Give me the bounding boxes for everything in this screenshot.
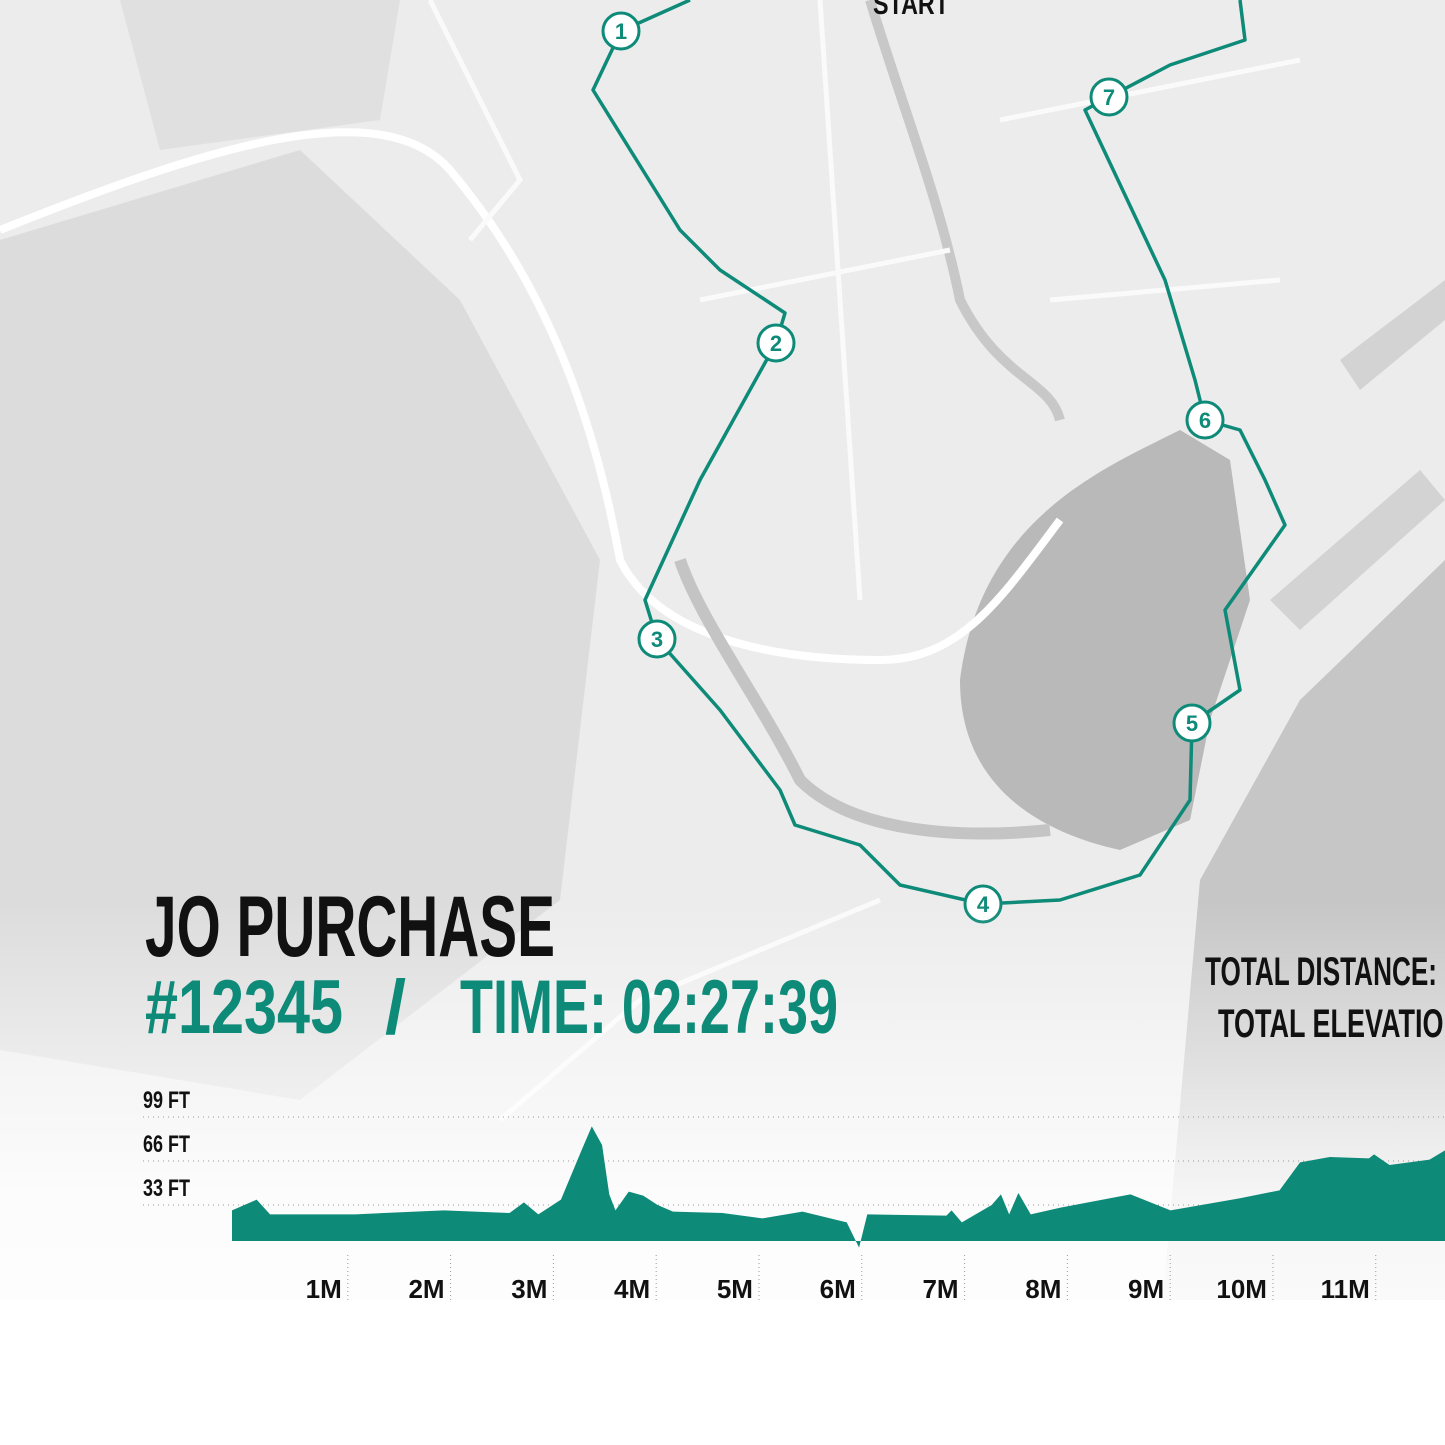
total-elevation: TOTAL ELEVATION	[1218, 1002, 1445, 1046]
x-tick-label: 3M	[511, 1274, 547, 1304]
x-tick-label: 7M	[922, 1274, 958, 1304]
elevation-area	[232, 1126, 1445, 1248]
y-tick-label: 66 FT	[143, 1131, 190, 1158]
x-tick-label: 6M	[820, 1274, 856, 1304]
route-marker	[1089, 77, 1129, 117]
route-marker	[1185, 400, 1225, 440]
route-markers: 1234567	[601, 11, 1225, 924]
x-tick-label: 11M	[1321, 1274, 1370, 1304]
y-tick-label: 99 FT	[143, 1087, 190, 1114]
route-marker	[637, 619, 677, 659]
bib-number: #12345	[145, 965, 343, 1050]
elevation-chart: 33 FT 66 FT 99 FT 1M 2M 3M 4M 5M 6M 7M 8M 9M 10M 11M	[143, 1087, 1445, 1304]
start-label: START	[873, 0, 949, 21]
x-tick-label: 2M	[408, 1274, 444, 1304]
route-marker-label: 7	[1103, 85, 1115, 110]
separator: /	[385, 965, 406, 1050]
x-tick-label: 4M	[614, 1274, 650, 1304]
footer-space	[0, 1300, 1445, 1445]
route-marker	[1172, 703, 1212, 743]
total-distance: TOTAL DISTANCE:	[1205, 950, 1437, 994]
y-tick-label: 33 FT	[143, 1175, 190, 1202]
x-tick-label: 8M	[1025, 1274, 1061, 1304]
route-marker-label: 6	[1199, 408, 1211, 433]
route-marker-label: 1	[615, 19, 627, 44]
runner-name: JO PURCHASE	[145, 879, 555, 975]
route-marker	[601, 11, 641, 51]
x-tick-label: 9M	[1128, 1274, 1164, 1304]
x-tick-label: 10M	[1216, 1274, 1267, 1304]
route-marker-label: 3	[651, 627, 663, 652]
route-marker	[756, 323, 796, 363]
route-marker-label: 2	[770, 331, 782, 356]
route-marker-label: 5	[1186, 711, 1198, 736]
x-tick-label: 1M	[306, 1274, 342, 1304]
finish-time: TIME: 02:27:39	[460, 965, 838, 1050]
x-tick-label: 5M	[717, 1274, 753, 1304]
